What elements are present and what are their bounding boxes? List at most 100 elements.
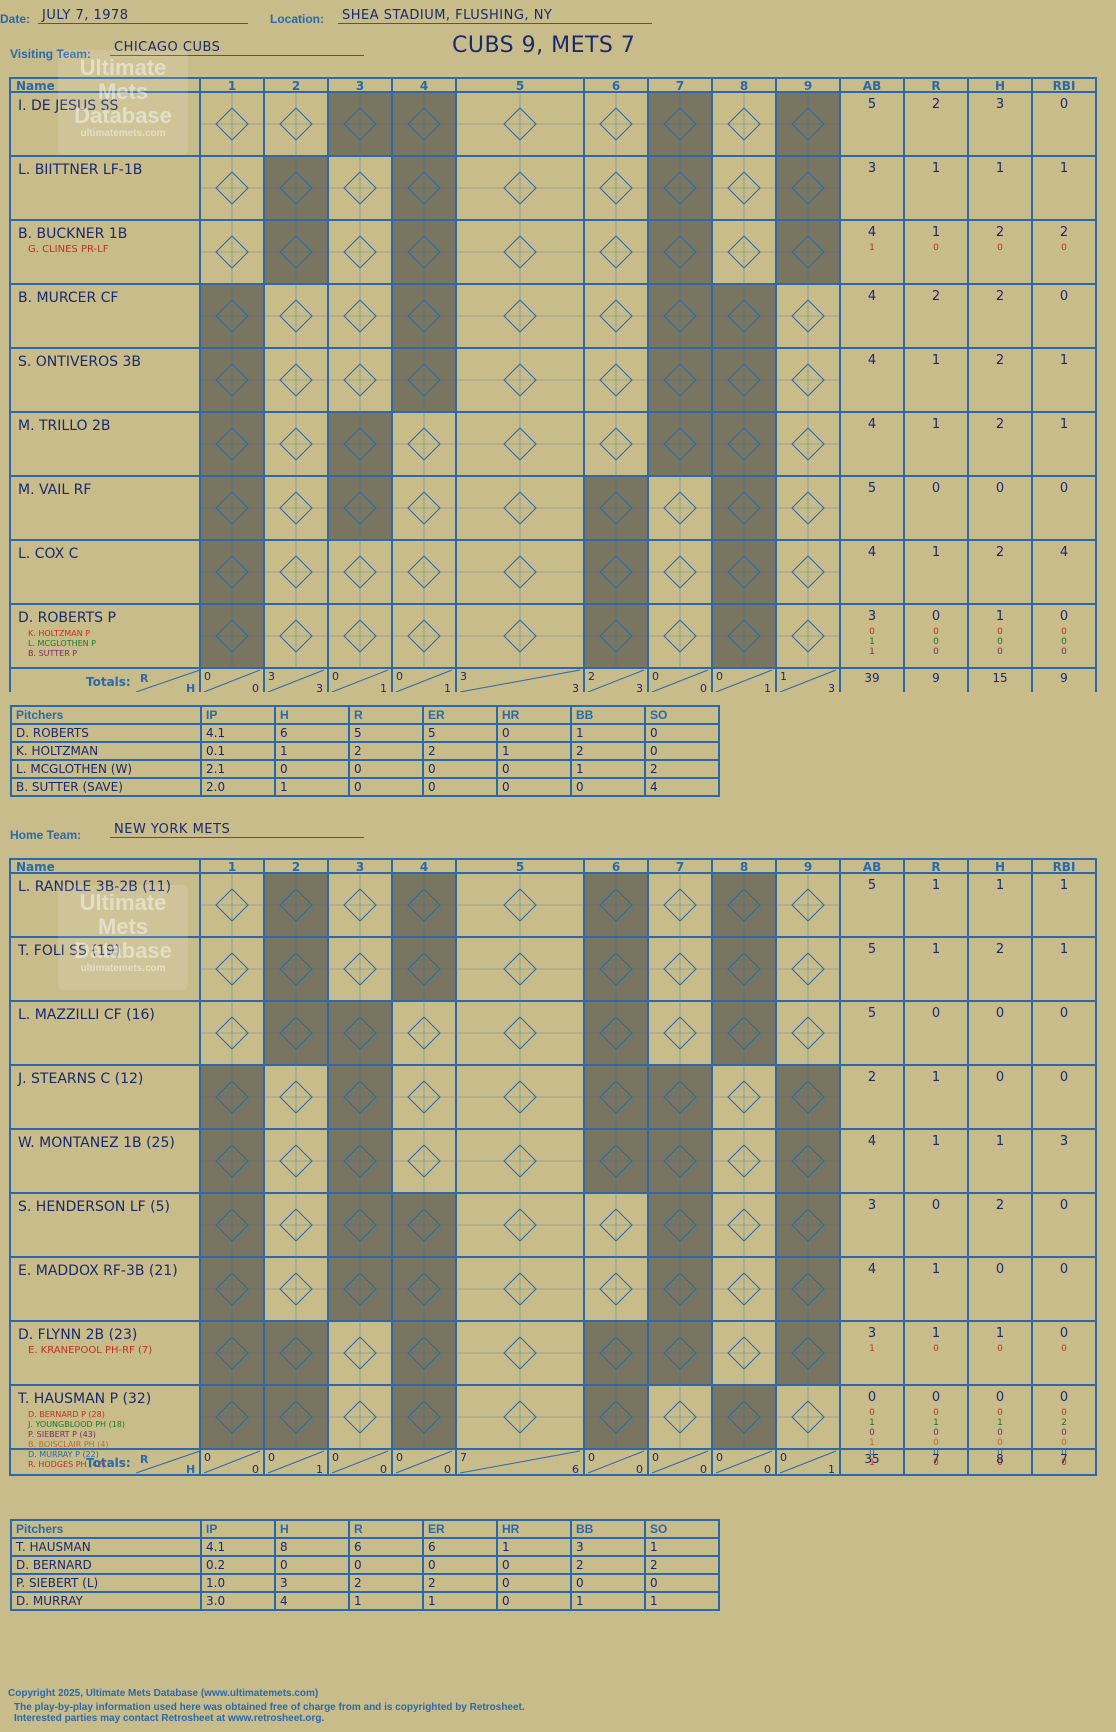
base-diamond bbox=[407, 1272, 441, 1306]
base-diamond bbox=[343, 1016, 377, 1050]
pitching-cell: 1 bbox=[422, 1591, 498, 1611]
pitching-cell: 0.2 bbox=[200, 1555, 276, 1575]
total-stat: 8 bbox=[996, 1452, 1004, 1466]
inning-hits: 0 bbox=[444, 1463, 451, 1476]
pitching-cell: 0 bbox=[644, 741, 720, 761]
inning-total-divider bbox=[331, 1450, 389, 1474]
pitching-cell: 1 bbox=[570, 723, 646, 743]
location-label: Location: bbox=[270, 12, 324, 26]
batter-stat: 1 bbox=[869, 243, 875, 253]
inning-total-divider bbox=[715, 669, 773, 692]
batter-name: S. HENDERSON LF (5) bbox=[18, 1199, 170, 1215]
base-diamond bbox=[279, 427, 313, 461]
batter-stat: 1 bbox=[996, 878, 1004, 893]
batter-stat: 1 bbox=[933, 1418, 939, 1428]
base-diamond bbox=[599, 888, 633, 922]
pitching-cell: 0 bbox=[496, 1573, 572, 1593]
pitching-cell: 2 bbox=[422, 741, 498, 761]
base-diamond bbox=[727, 1272, 761, 1306]
base-diamond bbox=[279, 1144, 313, 1178]
pitching-header: HR bbox=[496, 1519, 572, 1539]
watermark-logo: Ultimate Mets Database ultimatemets.com bbox=[58, 885, 188, 990]
base-diamond bbox=[343, 363, 377, 397]
batter-stat: 0 bbox=[997, 243, 1003, 253]
substitute-name: L. MCGLOTHEN P bbox=[28, 639, 96, 648]
total-stat: 35 bbox=[864, 1452, 879, 1466]
base-diamond bbox=[791, 1080, 825, 1114]
substitute-name: G. CLINES PR-LF bbox=[28, 244, 109, 255]
batter-stat: 0 bbox=[1061, 627, 1067, 637]
base-diamond bbox=[791, 363, 825, 397]
inning-runs: 0 bbox=[652, 1451, 659, 1464]
batter-stat: 2 bbox=[996, 942, 1004, 957]
base-diamond bbox=[663, 107, 697, 141]
inning-total-divider bbox=[331, 669, 389, 692]
substitute-name: R. HODGES PH (42) bbox=[28, 1460, 106, 1469]
pitching-cell: 2 bbox=[570, 741, 646, 761]
base-diamond bbox=[343, 491, 377, 525]
total-stat: 7 bbox=[1060, 1452, 1068, 1466]
batter-stat: 1 bbox=[932, 225, 940, 240]
base-diamond bbox=[343, 1080, 377, 1114]
base-diamond bbox=[343, 888, 377, 922]
batter-stat: 0 bbox=[869, 627, 875, 637]
base-diamond bbox=[407, 171, 441, 205]
base-diamond bbox=[599, 299, 633, 333]
pitching-cell: 2 bbox=[348, 741, 424, 761]
batter-stat: 0 bbox=[997, 1458, 1003, 1468]
batter-stat: 0 bbox=[996, 1262, 1004, 1277]
pitching-cell: 3 bbox=[570, 1537, 646, 1557]
batter-stat: 0 bbox=[997, 1448, 1003, 1458]
pitching-header: R bbox=[348, 1519, 424, 1539]
base-diamond bbox=[663, 299, 697, 333]
base-diamond bbox=[791, 888, 825, 922]
batter-name: L. COX C bbox=[18, 546, 79, 562]
inning-hits: 1 bbox=[828, 1463, 835, 1476]
pitching-cell: 4.1 bbox=[200, 1537, 276, 1557]
header-col-h: H bbox=[995, 860, 1005, 874]
pitcher-row: P. SIEBERT (L) 1.0 3 2 2 0 0 0 bbox=[10, 1573, 720, 1593]
batter-stat: 0 bbox=[1061, 1438, 1067, 1448]
base-diamond bbox=[663, 1400, 697, 1434]
header-col-7: 7 bbox=[676, 79, 684, 93]
inning-hits: 3 bbox=[828, 682, 835, 692]
base-diamond bbox=[663, 952, 697, 986]
batter-stat: 4 bbox=[868, 417, 876, 432]
base-diamond bbox=[407, 1144, 441, 1178]
batter-stat: 0 bbox=[933, 627, 939, 637]
batter-stat: 1 bbox=[932, 942, 940, 957]
base-diamond bbox=[279, 619, 313, 653]
pitching-header: IP bbox=[200, 1519, 276, 1539]
base-diamond bbox=[599, 619, 633, 653]
inning-total-divider bbox=[267, 669, 325, 692]
inning-hits: 0 bbox=[636, 1463, 643, 1476]
inning-total-divider bbox=[651, 669, 709, 692]
inning-runs: 0 bbox=[588, 1451, 595, 1464]
batter-stat: 0 bbox=[1061, 1448, 1067, 1458]
inning-hits: 1 bbox=[764, 682, 771, 692]
base-diamond bbox=[599, 952, 633, 986]
batter-stat: 4 bbox=[868, 545, 876, 560]
base-diamond bbox=[599, 555, 633, 589]
base-diamond bbox=[503, 888, 537, 922]
base-diamond bbox=[503, 1144, 537, 1178]
base-diamond bbox=[407, 619, 441, 653]
batter-stat: 1 bbox=[869, 637, 875, 647]
base-diamond bbox=[343, 427, 377, 461]
pitcher-row: D. MURRAY 3.0 4 1 1 0 1 1 bbox=[10, 1591, 720, 1611]
rh-divider bbox=[135, 669, 201, 692]
pitching-cell: 2 bbox=[644, 1555, 720, 1575]
total-stat: 15 bbox=[992, 671, 1007, 685]
inning-total-divider bbox=[779, 669, 837, 692]
batter-name: J. STEARNS C (12) bbox=[17, 1071, 143, 1087]
base-diamond bbox=[407, 427, 441, 461]
batter-stat: 3 bbox=[868, 609, 876, 624]
watermark-logo: Ultimate Mets Database ultimatemets.com bbox=[58, 50, 188, 155]
substitute-name: D. MURRAY P (22) bbox=[28, 1450, 99, 1459]
pitching-cell: 0 bbox=[644, 723, 720, 743]
base-diamond bbox=[663, 1336, 697, 1370]
base-diamond bbox=[791, 299, 825, 333]
base-diamond bbox=[343, 555, 377, 589]
pitching-cell: 1 bbox=[496, 741, 572, 761]
pitching-cell: 1 bbox=[348, 1591, 424, 1611]
